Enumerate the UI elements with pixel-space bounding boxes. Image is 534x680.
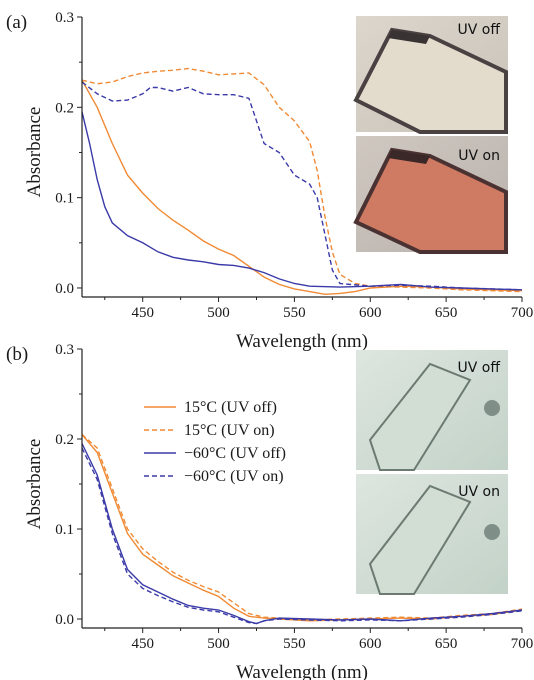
x-tick-label: 600 [359, 305, 382, 321]
panel-a-label: (a) [6, 12, 27, 33]
panel-a-xlabel: Wavelength (nm) [236, 331, 368, 352]
panel-b-label: (b) [6, 344, 28, 365]
panel-a-inset-off-label: UV off [458, 22, 501, 38]
legend-entry: 15°C (UV off) [184, 399, 277, 416]
legend-entry: −60°C (UV off) [184, 445, 286, 462]
panel-a-inset-off: UV off [353, 16, 508, 134]
panel-b-inset-off-label: UV off [458, 360, 501, 376]
x-tick-label: 650 [435, 305, 458, 321]
y-tick-label: 0.1 [55, 522, 74, 538]
x-tick-label: 500 [207, 636, 230, 652]
x-tick-label: 550 [283, 305, 306, 321]
panel-b: (b) Absorbance Wavelength (nm) UV off UV… [6, 342, 533, 680]
legend-entry: −60°C (UV on) [184, 468, 284, 485]
series-line-0-0 [81, 79, 523, 296]
panel-b-inset-on-label: UV on [458, 484, 500, 500]
x-tick-label: 600 [359, 636, 382, 652]
x-tick-label: 500 [207, 305, 230, 321]
y-tick-label: 0.2 [55, 100, 74, 116]
y-tick-label: 0.3 [55, 342, 74, 358]
panel-a: (a) Absorbance Wavelength (nm) UV off UV… [6, 10, 533, 352]
panel-a-inset-on-label: UV on [458, 148, 500, 164]
x-tick-label: 700 [511, 305, 534, 321]
series-line-0-1 [81, 67, 523, 293]
series-line-0-2 [81, 111, 523, 291]
panel-a-inset-on: UV on [353, 136, 508, 254]
panel-b-inset-off: UV off [356, 350, 508, 471]
y-tick-label: 0.0 [55, 612, 74, 628]
legend-entry: 15°C (UV on) [184, 422, 275, 439]
series-line-1-1 [81, 433, 523, 621]
x-tick-label: 450 [131, 305, 154, 321]
series-line-1-3 [81, 447, 523, 625]
x-tick-label: 650 [435, 636, 458, 652]
panel-a-axes: 450 500 550 600 650 700 0.0 0.1 0.2 0.3 [55, 10, 533, 321]
panel-b-legend: 15°C (UV off) 15°C (UV on) −60°C (UV off) −… [144, 399, 286, 485]
series-line-1-2 [81, 443, 523, 625]
panel-b-ylabel: Absorbance [24, 439, 45, 530]
series-line-0-3 [81, 81, 523, 291]
panel-a-ylabel: Absorbance [24, 107, 45, 198]
panel-b-axes: 450 500 550 600 650 700 0.0 0.1 0.2 0.3 [55, 342, 533, 652]
panel-b-xlabel: Wavelength (nm) [236, 662, 368, 680]
x-tick-label: 700 [511, 636, 534, 652]
x-tick-label: 550 [283, 636, 306, 652]
panel-b-inset-on: UV on [356, 474, 508, 595]
y-tick-label: 0.0 [55, 281, 74, 297]
series-line-1-0 [81, 434, 523, 622]
x-tick-label: 450 [131, 636, 154, 652]
y-tick-label: 0.3 [55, 10, 74, 26]
y-tick-label: 0.2 [55, 432, 74, 448]
y-tick-label: 0.1 [55, 191, 74, 207]
